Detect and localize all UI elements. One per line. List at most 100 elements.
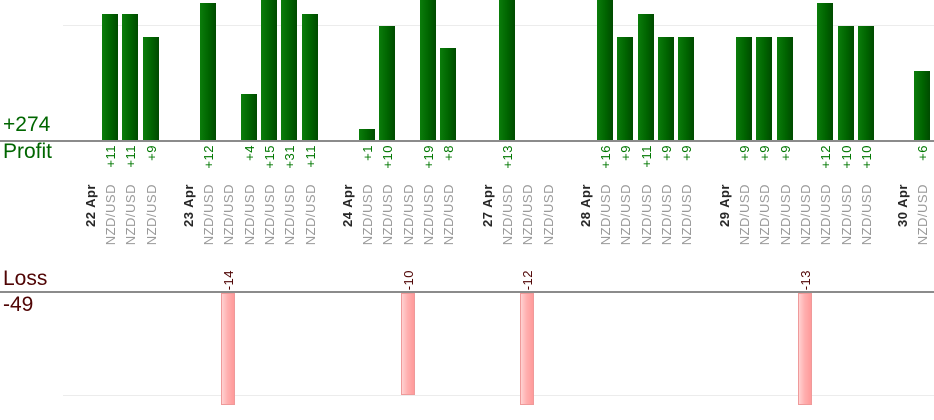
trade-value-label: +11	[636, 145, 656, 168]
trade-value-label-text: +11	[302, 145, 318, 168]
profit-bar	[858, 25, 874, 140]
profit-bar	[499, 0, 515, 140]
trade-symbol-label: NZD/USD	[300, 184, 320, 245]
profit-bar	[838, 25, 854, 140]
trade-date-label: 24 Apr	[337, 184, 357, 227]
trade-value-label-text: +4	[241, 145, 257, 161]
trade-value-label: +10	[836, 145, 856, 169]
trade-value-label-text: +6	[914, 145, 930, 161]
trade-symbol-label-text: NZD/USD	[499, 184, 515, 246]
trade-value-label-text: +9	[658, 145, 674, 161]
loss-axis-line	[0, 291, 934, 293]
trade-date-label: 27 Apr	[477, 184, 497, 227]
trade-symbol-label: NZD/USD	[100, 184, 120, 245]
trade-symbol-label-text: NZD/USD	[200, 184, 216, 246]
trade-symbol-label-text: NZD/USD	[302, 184, 318, 246]
trade-date-label: 30 Apr	[892, 184, 912, 227]
trade-symbol-label-text: NZD/USD	[838, 184, 854, 246]
loss-gridline	[63, 395, 934, 396]
trade-symbol-label: NZD/USD	[615, 184, 635, 245]
profit-total: +274	[3, 113, 51, 136]
trade-value-label-text: +9	[678, 145, 694, 161]
trade-date-label: 29 Apr	[714, 184, 734, 227]
trade-symbol-label-text: NZD/USD	[597, 184, 613, 246]
trade-value-label-text: +9	[617, 145, 633, 161]
trade-symbol-label: NZD/USD	[141, 184, 161, 245]
trade-value-label: +16	[595, 145, 615, 169]
trade-symbol-label-text: NZD/USD	[241, 184, 257, 246]
profit-bar	[143, 36, 159, 140]
profit-bar	[241, 94, 257, 140]
trade-symbol-label-text: NZD/USD	[519, 184, 535, 246]
trade-symbol-label: NZD/USD	[538, 184, 558, 245]
trade-value-label-text: +15	[261, 145, 277, 169]
trade-value-label: +9	[656, 145, 676, 161]
profit-bar	[638, 14, 654, 140]
profit-bar	[102, 14, 118, 140]
trade-date-label-text: 24 Apr	[339, 184, 355, 227]
profit-bar	[914, 71, 930, 140]
trade-symbol-label: NZD/USD	[656, 184, 676, 245]
trade-value-label: -13	[795, 270, 815, 290]
loss-total: -49	[3, 293, 34, 316]
trade-symbol-label-text: NZD/USD	[379, 184, 395, 246]
trade-value-label-text: +9	[756, 145, 772, 161]
trade-symbol-label: NZD/USD	[836, 184, 856, 245]
trade-symbol-label-text: NZD/USD	[102, 184, 118, 246]
trade-value-label: +9	[754, 145, 774, 161]
trade-value-label: +9	[615, 145, 635, 161]
trade-value-label: +6	[912, 145, 932, 161]
trade-symbol-label: NZD/USD	[398, 184, 418, 245]
loss-bar	[520, 293, 534, 405]
trade-value-label: +8	[438, 145, 458, 161]
trade-value-label-text: +11	[638, 145, 654, 168]
trade-value-label: -10	[398, 270, 418, 290]
profit-bar	[777, 36, 793, 140]
trade-value-label-text: +9	[143, 145, 159, 161]
trade-symbol-label: NZD/USD	[676, 184, 696, 245]
trade-value-label: +11	[300, 145, 320, 168]
trade-date-label-text: 23 Apr	[180, 184, 196, 227]
trade-value-label: +9	[734, 145, 754, 161]
trade-symbol-label-text: NZD/USD	[540, 184, 556, 246]
trade-symbol-label: NZD/USD	[754, 184, 774, 245]
trade-symbol-label: NZD/USD	[775, 184, 795, 245]
trade-symbol-label-text: NZD/USD	[858, 184, 874, 246]
profit-bar	[359, 128, 375, 140]
profit-bar	[281, 0, 297, 140]
trade-value-label: +9	[775, 145, 795, 161]
trade-value-label-text: +12	[200, 145, 216, 169]
trade-symbol-label: NZD/USD	[497, 184, 517, 245]
trade-value-label-text: +9	[736, 145, 752, 161]
trade-value-label: +9	[676, 145, 696, 161]
trade-symbol-label: NZD/USD	[239, 184, 259, 245]
trade-value-label-text: +11	[122, 145, 138, 168]
trade-symbol-label-text: NZD/USD	[122, 184, 138, 246]
trade-symbol-label-text: NZD/USD	[658, 184, 674, 246]
profit-axis-label: Profit	[3, 140, 53, 163]
trade-value-label: +12	[198, 145, 218, 169]
trade-symbol-label: NZD/USD	[120, 184, 140, 245]
profit-bar	[597, 0, 613, 140]
profit-bar	[736, 36, 752, 140]
trade-symbol-label-text: NZD/USD	[817, 184, 833, 246]
trade-value-label: +11	[100, 145, 120, 168]
profit-bar	[122, 14, 138, 140]
profit-bar	[379, 25, 395, 140]
trade-value-label: +13	[497, 145, 517, 169]
trade-symbol-label: NZD/USD	[856, 184, 876, 245]
trade-value-label-text: +16	[597, 145, 613, 169]
trade-symbol-label: NZD/USD	[279, 184, 299, 245]
profit-bar	[261, 0, 277, 140]
trade-value-label-text: +19	[420, 145, 436, 169]
profit-bar	[817, 2, 833, 140]
trade-value-label: +9	[141, 145, 161, 161]
trade-date-label-text: 28 Apr	[577, 184, 593, 227]
trade-date-label-text: 30 Apr	[894, 184, 910, 227]
trade-symbol-label-text: NZD/USD	[756, 184, 772, 246]
loss-axis-label: Loss	[3, 267, 48, 290]
trade-date-label: 28 Apr	[575, 184, 595, 227]
trade-symbol-label: NZD/USD	[259, 184, 279, 245]
trade-value-label-text: +31	[281, 145, 297, 169]
profit-bar	[440, 48, 456, 140]
